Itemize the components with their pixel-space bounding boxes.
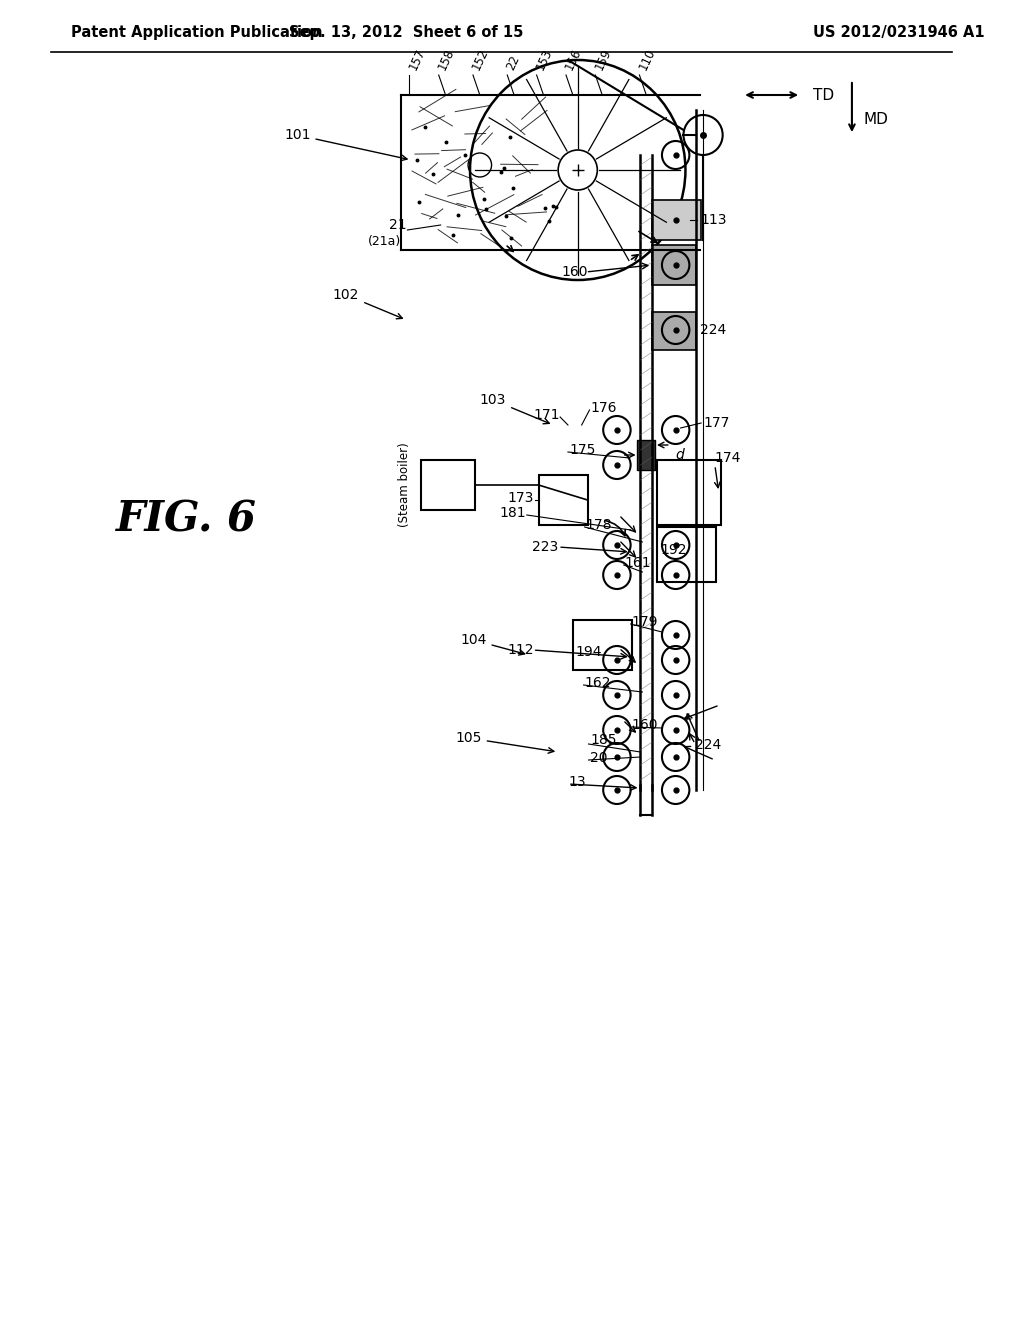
Text: MD: MD [863,112,889,128]
Bar [657,459,721,525]
Text: 181: 181 [500,506,526,520]
Bar [652,246,696,285]
Text: 105: 105 [456,731,554,754]
Text: 156: 156 [563,46,585,73]
Bar [572,620,632,671]
Text: 153: 153 [534,46,555,73]
Text: 102: 102 [333,288,402,318]
Text: 160: 160 [561,265,588,279]
Text: 159: 159 [593,46,613,73]
Text: 171: 171 [534,408,560,422]
Text: US 2012/0231946 A1: US 2012/0231946 A1 [813,25,984,40]
Text: (Steam boiler): (Steam boiler) [398,442,412,528]
Bar [652,312,696,350]
Text: 110: 110 [637,46,657,73]
Text: TD: TD [813,87,834,103]
Text: 185: 185 [591,733,617,747]
Text: d: d [676,447,684,462]
Bar [539,475,588,525]
Text: 174: 174 [715,451,741,465]
Text: 158: 158 [436,46,457,73]
Text: 179: 179 [632,615,658,630]
Bar [421,459,475,510]
Text: (21a): (21a) [369,235,401,248]
Text: 192: 192 [660,543,686,557]
Text: 162: 162 [585,676,611,690]
Bar [638,440,655,470]
Bar [652,201,701,240]
Text: 21: 21 [389,218,407,232]
Text: 104: 104 [460,634,524,655]
Text: 101: 101 [284,128,408,161]
Text: 194: 194 [575,645,602,659]
Text: 152: 152 [470,46,492,73]
Text: 112: 112 [507,643,534,657]
Text: 160: 160 [632,718,658,733]
Text: 176: 176 [591,401,617,414]
Text: 157: 157 [407,46,428,73]
Text: 103: 103 [480,393,549,424]
Text: 224: 224 [700,323,726,337]
Text: 178: 178 [586,517,612,532]
Text: 224: 224 [695,738,722,752]
Text: 20: 20 [591,751,608,766]
Text: 22: 22 [504,53,522,73]
Text: 223: 223 [531,540,558,554]
Text: FIG. 6: FIG. 6 [116,499,257,541]
Text: Sep. 13, 2012  Sheet 6 of 15: Sep. 13, 2012 Sheet 6 of 15 [289,25,523,40]
Text: 161: 161 [625,556,651,570]
Text: 113: 113 [700,213,727,227]
Text: 13: 13 [568,775,586,789]
Text: Patent Application Publication: Patent Application Publication [71,25,322,40]
Text: 177: 177 [703,416,729,430]
Bar [657,527,716,582]
Text: 173: 173 [507,491,534,506]
Text: 175: 175 [570,444,596,457]
